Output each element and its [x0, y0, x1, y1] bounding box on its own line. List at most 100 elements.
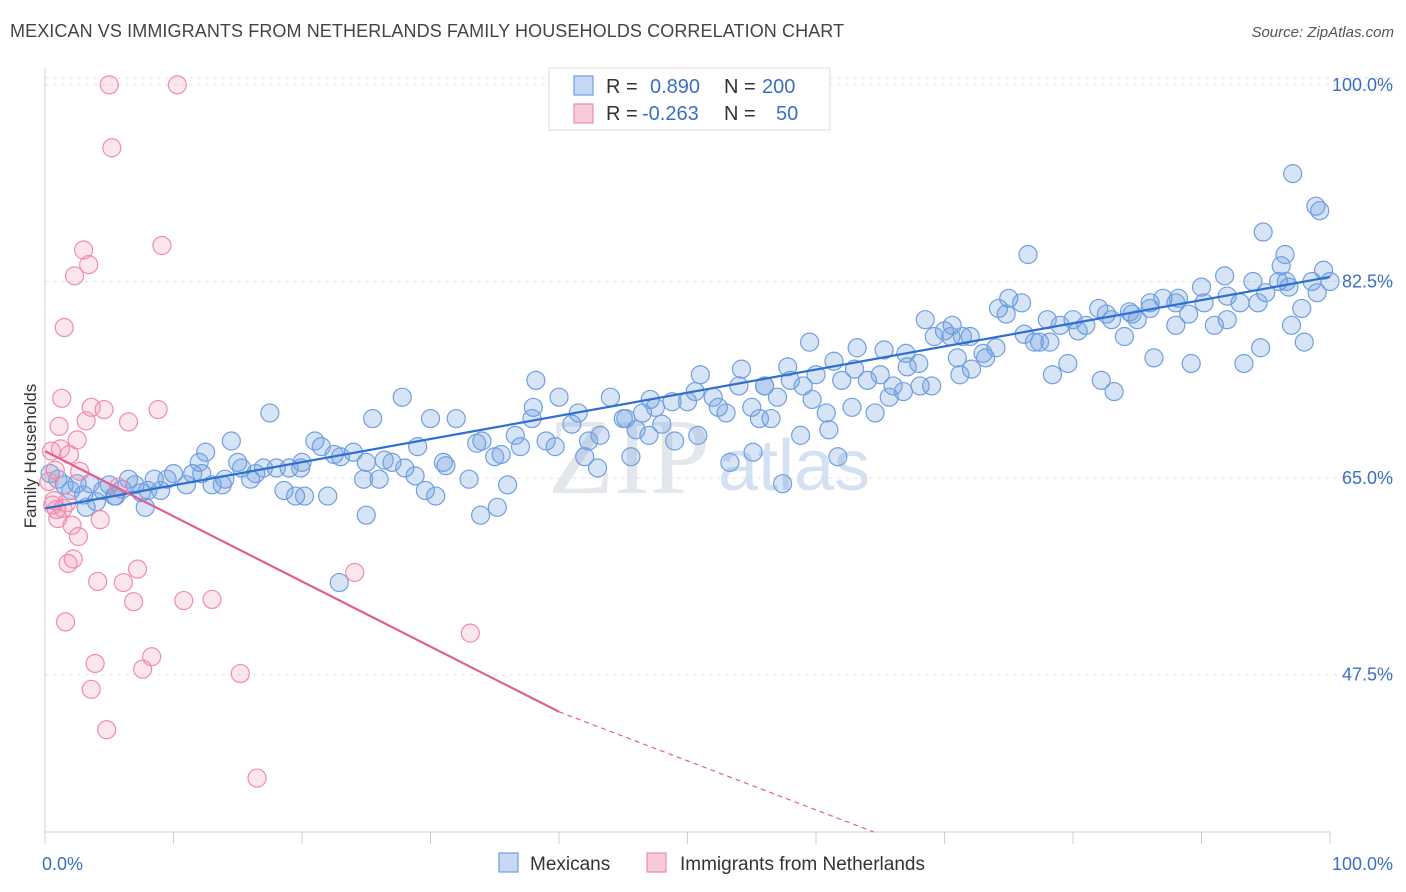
- mexicans-point: [1058, 353, 1078, 374]
- mexicans-point: [590, 425, 610, 445]
- netherlands-point: [54, 317, 74, 338]
- mexicans-point: [260, 403, 280, 423]
- mexicans-point: [879, 387, 899, 407]
- mexicans-point: [793, 376, 813, 396]
- netherlands-point: [230, 663, 250, 684]
- mexicans-point: [915, 310, 935, 330]
- mexicans-point: [356, 452, 376, 472]
- mexicans-point: [910, 376, 930, 396]
- mexicans-point: [221, 431, 241, 451]
- mexicans-point: [842, 397, 862, 417]
- mexicans-point: [1276, 271, 1296, 292]
- chart-title: MEXICAN VS IMMIGRANTS FROM NETHERLANDS F…: [10, 21, 845, 41]
- mexicans-point: [1091, 370, 1111, 390]
- mexicans-point: [1248, 293, 1268, 313]
- legend-swatch-pink: [573, 103, 594, 124]
- netherlands-point: [247, 768, 267, 788]
- mexicans-point: [274, 480, 294, 501]
- mexicans-point: [1275, 244, 1295, 265]
- mexicans-point: [1310, 201, 1330, 221]
- x-tick-label-0: 0.0%: [42, 854, 83, 874]
- mexicans-point: [743, 442, 763, 462]
- y-tick-label-3: 47.5%: [1342, 665, 1393, 685]
- mexicans-point: [318, 486, 338, 506]
- mexicans-point: [1042, 365, 1063, 385]
- y-axis-label: Family Households: [21, 384, 40, 529]
- x-tick-labels: 0.0% 100.0%: [42, 854, 1393, 874]
- mexicans-point: [731, 359, 752, 379]
- mexicans-point: [924, 326, 944, 347]
- netherlands-point: [167, 75, 187, 95]
- mexicans-point: [865, 403, 885, 423]
- netherlands-point: [102, 138, 122, 158]
- mexicans-point: [1307, 283, 1327, 303]
- series-legend-swatch-pink: [646, 852, 667, 873]
- netherlands-point: [68, 526, 89, 547]
- mexicans-point: [562, 414, 582, 434]
- netherlands-point: [48, 508, 68, 529]
- mexicans-point: [988, 298, 1009, 319]
- mexicans-point: [772, 474, 793, 494]
- mexicans-point: [819, 420, 839, 440]
- y-tick-label-0: 100.0%: [1332, 75, 1393, 95]
- mexicans-point: [621, 447, 641, 467]
- mexicans-point: [467, 433, 487, 453]
- legend-n-label-0: N =: [724, 76, 756, 98]
- netherlands-trend-line: [44, 450, 560, 713]
- mexicans-point: [395, 458, 415, 478]
- trend-lines: [44, 275, 1331, 833]
- legend-n-label-1: N =: [724, 103, 756, 125]
- mexicans-point: [816, 403, 836, 423]
- mexicans-point: [1320, 271, 1340, 292]
- netherlands-point: [124, 592, 144, 612]
- netherlands-point: [45, 460, 65, 480]
- stats-legend: R = 0.890 N = 200 R = -0.263 N = 50: [548, 67, 831, 131]
- series-mexicans-points: [40, 164, 1340, 593]
- mexicans-point: [446, 408, 466, 429]
- mexicans-point: [950, 365, 970, 385]
- mexicans-point: [844, 359, 865, 379]
- mexicans-trend-line: [44, 275, 1331, 510]
- chart-source: Source: ZipAtlas.com: [1251, 24, 1394, 41]
- legend-r-value-0: 0.890: [650, 76, 700, 98]
- mexicans-point: [405, 466, 425, 486]
- series-legend-netherlands: Immigrants from Netherlands: [680, 854, 925, 875]
- mexicans-point: [1011, 293, 1032, 313]
- mexicans-point: [665, 431, 685, 451]
- mexicans-point: [870, 365, 890, 385]
- netherlands-point: [113, 572, 133, 593]
- netherlands-point: [79, 255, 99, 275]
- mexicans-point: [1234, 353, 1254, 374]
- mexicans-point: [575, 447, 595, 467]
- mexicans-point: [708, 397, 728, 417]
- mexicans-point: [1114, 326, 1135, 347]
- watermark-zip: ZIP: [548, 398, 710, 517]
- mexicans-point: [742, 397, 762, 417]
- mexicans-point: [922, 376, 942, 396]
- mexicans-point: [189, 452, 209, 472]
- mexicans-point: [505, 425, 525, 445]
- mexicans-point: [1181, 353, 1201, 374]
- mexicans-point: [415, 480, 435, 501]
- netherlands-point: [39, 471, 59, 492]
- mexicans-point: [294, 486, 315, 506]
- mexicans-point: [1292, 298, 1312, 319]
- mexicans-point: [1281, 315, 1302, 335]
- netherlands-point: [52, 388, 72, 408]
- netherlands-point: [81, 679, 101, 699]
- mexicans-point: [690, 365, 710, 385]
- netherlands-point: [64, 266, 85, 286]
- mexicans-point: [883, 376, 903, 396]
- mexicans-point: [947, 348, 967, 368]
- netherlands-point: [152, 235, 172, 256]
- mexicans-point: [749, 408, 770, 429]
- mexicans-point: [754, 376, 775, 396]
- mexicans-point: [587, 458, 608, 478]
- y-tick-labels: 100.0% 82.5% 65.0% 47.5%: [1332, 75, 1393, 685]
- mexicans-point: [363, 408, 383, 429]
- mexicans-point: [847, 338, 867, 358]
- mexicans-point: [459, 469, 479, 489]
- mexicans-point: [1068, 321, 1088, 341]
- mexicans-point: [471, 505, 491, 525]
- series-netherlands-points: [39, 75, 480, 788]
